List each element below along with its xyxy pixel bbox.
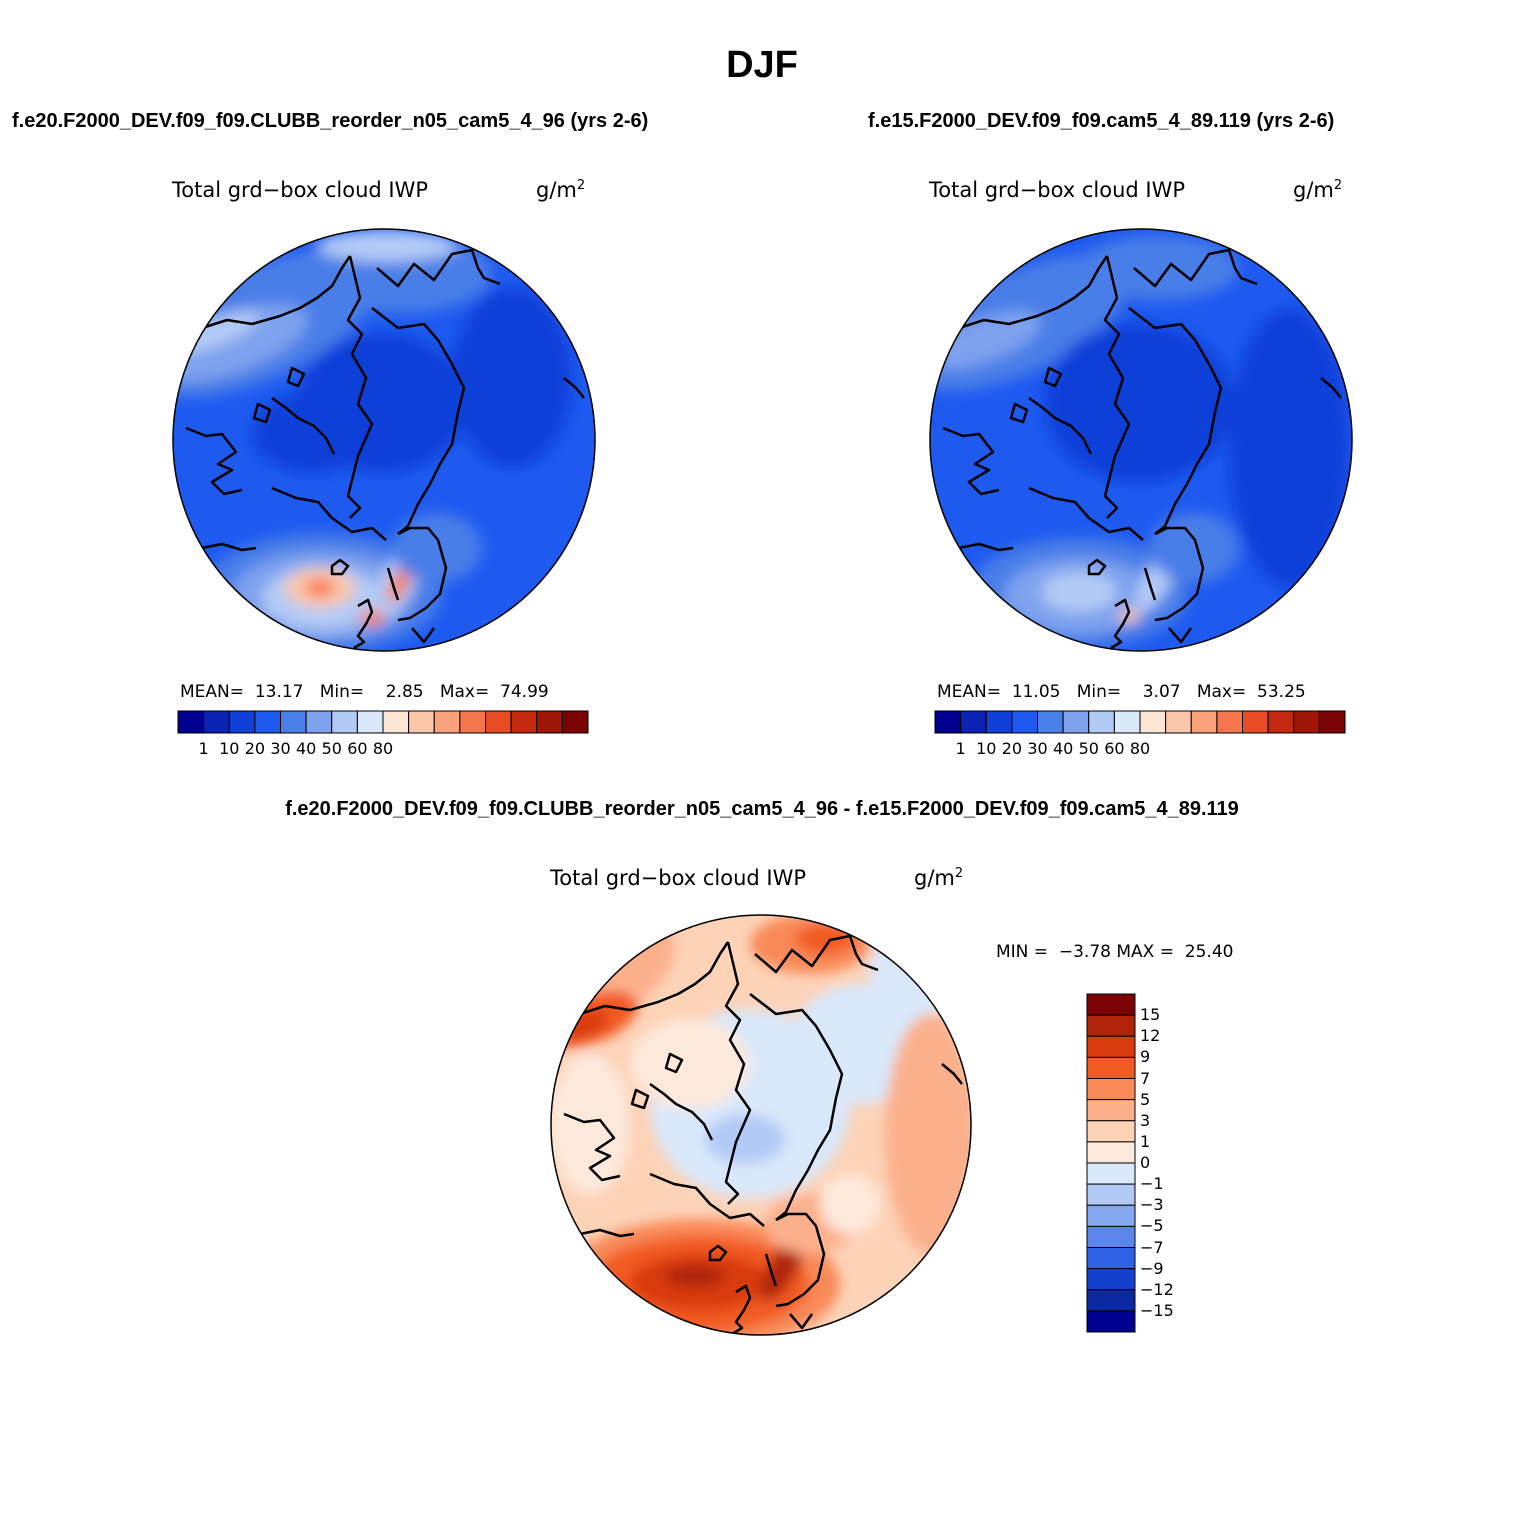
diff-colorbar-box xyxy=(1086,1310,1136,1333)
panel-1-colorbar-box xyxy=(203,710,230,734)
panel-1-colorbar-tick-label: 20 xyxy=(244,739,266,758)
panel-2-colorbar-tick-label: 30 xyxy=(1027,739,1048,758)
panel-2-variable-title: Total grd−box cloud IWP xyxy=(929,178,1186,202)
panel-2-colorbar-box xyxy=(1088,710,1115,734)
panel-2-stats: MEAN= 11.05 Min= 3.07 Max= 53.25 xyxy=(937,682,1306,702)
panel-2-colorbar-box xyxy=(1216,710,1243,734)
panel-1-colorbar-tick-label: 50 xyxy=(321,739,342,758)
panel-1-case-title: f.e20.F2000_DEV.f09_f09.CLUBB_reorder_n0… xyxy=(12,110,649,132)
panel-1-colorbar-box xyxy=(382,710,410,734)
diff-colorbar-box xyxy=(1086,1014,1136,1037)
panel-2-colorbar-tick-label: 20 xyxy=(1001,739,1023,758)
diff-colorbar-tick-label: −12 xyxy=(1140,1279,1174,1299)
diff-colorbar-tick-label: −7 xyxy=(1140,1237,1164,1257)
panel-1-units: g/m2 xyxy=(536,178,586,202)
panel-2-colorbar-box xyxy=(1165,710,1192,734)
panel-1-colorbar-box xyxy=(459,710,486,734)
diff-colorbar-box xyxy=(1086,1099,1136,1122)
panel-2-polar-map xyxy=(929,228,1353,652)
panel-1-colorbar-tick-label: 80 xyxy=(372,739,394,758)
panel-1-colorbar-box xyxy=(433,710,461,734)
panel-2-colorbar-tick-label: 80 xyxy=(1129,739,1151,758)
page-title: DJF xyxy=(726,44,798,86)
panel-1-colorbar-box xyxy=(254,710,281,734)
panel-2-colorbar-box xyxy=(1267,710,1295,734)
diff-colorbar-tick-label: −1 xyxy=(1140,1174,1164,1194)
diff-colorbar-tick-label: −9 xyxy=(1140,1258,1164,1278)
diff-colorbar-tick-label: 5 xyxy=(1140,1089,1151,1109)
panel-1-colorbar-tick-label: 10 xyxy=(219,739,240,758)
panel-2-colorbar-tick-label: 10 xyxy=(976,739,997,758)
panel-1-colorbar-box xyxy=(280,710,307,734)
diff-colorbar-box xyxy=(1086,1225,1136,1248)
diff-minmax: MIN = −3.78 MAX = 25.40 xyxy=(996,942,1234,962)
diff-colorbar-box xyxy=(1086,1268,1136,1291)
panel-1-colorbar-box xyxy=(177,710,205,734)
diff-colorbar-tick-label: −5 xyxy=(1140,1216,1164,1236)
diff-colorbar-box xyxy=(1086,1247,1136,1270)
panel-2-colorbar-tick-label: 40 xyxy=(1052,739,1074,758)
panel-2-colorbar-box xyxy=(1037,710,1064,734)
panel-1-colorbar-tick-label: 40 xyxy=(295,739,317,758)
diff-colorbar-tick-label: −3 xyxy=(1140,1195,1164,1215)
diff-colorbar-tick-label: 15 xyxy=(1140,1005,1161,1025)
diff-colorbar-box xyxy=(1086,1289,1136,1312)
panel-2-colorbar-box xyxy=(1062,710,1090,734)
panel-2-colorbar-box xyxy=(1113,710,1141,734)
panel-2-colorbar-box xyxy=(1242,710,1269,734)
panel-1-colorbar-box xyxy=(305,710,333,734)
panel-2-colorbar-box xyxy=(1190,710,1218,734)
panel-1-colorbar-box xyxy=(485,710,512,734)
diff-colorbar-tick-label: 0 xyxy=(1140,1153,1151,1172)
panel-1-colorbar-box xyxy=(536,710,563,734)
panel-1-variable-title: Total grd−box cloud IWP xyxy=(172,178,429,202)
panel-1-colorbar-box xyxy=(228,710,256,734)
diff-colorbar-box xyxy=(1086,1141,1136,1164)
panel-2-case-title: f.e15.F2000_DEV.f09_f09.cam5_4_89.119 (y… xyxy=(868,110,1335,132)
diff-colorbar-tick-label: −15 xyxy=(1140,1300,1174,1320)
panel-2-colorbar xyxy=(934,710,1346,734)
diff-variable-title: Total grd−box cloud IWP xyxy=(550,866,807,890)
panel-1-colorbar-tick-label: 60 xyxy=(347,739,368,758)
panel-1-colorbar-box xyxy=(510,710,538,734)
panel-2-units: g/m2 xyxy=(1293,178,1343,202)
diff-polar-map xyxy=(550,914,972,1336)
diff-colorbar-box xyxy=(1086,1183,1136,1206)
diff-colorbar-box xyxy=(1086,1056,1136,1079)
panel-2-colorbar-box xyxy=(985,710,1013,734)
panel-2-colorbar-box xyxy=(1011,710,1038,734)
panel-2-colorbar-box xyxy=(1318,710,1346,734)
panel-1-colorbar-tick-label: 1 xyxy=(198,739,209,758)
panel-2-colorbar-box xyxy=(1139,710,1167,734)
panel-1-colorbar-tick-label: 30 xyxy=(270,739,291,758)
diff-colorbar-box xyxy=(1086,993,1136,1016)
panel-1-polar-map xyxy=(172,228,596,652)
diff-colorbar-tick-label: 9 xyxy=(1140,1047,1151,1067)
diff-colorbar-box xyxy=(1086,1204,1136,1227)
panel-2-colorbar-box xyxy=(1293,710,1320,734)
panel-1-colorbar xyxy=(177,710,589,734)
diff-colorbar-tick-label: 3 xyxy=(1140,1110,1151,1130)
diff-units: g/m2 xyxy=(914,866,964,890)
diff-colorbar-tick-label: 1 xyxy=(1140,1131,1151,1151)
diff-colorbar-tick-label: 12 xyxy=(1140,1026,1161,1046)
panel-1-colorbar-box xyxy=(331,710,358,734)
diff-colorbar-box xyxy=(1086,1162,1136,1185)
panel-2-colorbar-box xyxy=(934,710,962,734)
diff-colorbar xyxy=(1086,993,1136,1333)
panel-2-colorbar-box xyxy=(960,710,987,734)
panel-1-colorbar-box xyxy=(356,710,384,734)
panel-1-colorbar-box xyxy=(561,710,589,734)
diff-colorbar-box xyxy=(1086,1120,1136,1143)
diff-title: f.e20.F2000_DEV.f09_f09.CLUBB_reorder_n0… xyxy=(285,798,1239,820)
panel-2-colorbar-tick-label: 60 xyxy=(1104,739,1125,758)
diff-colorbar-tick-label: 7 xyxy=(1140,1068,1151,1088)
panel-1-stats: MEAN= 13.17 Min= 2.85 Max= 74.99 xyxy=(180,682,549,702)
diff-colorbar-box xyxy=(1086,1078,1136,1101)
diff-colorbar-box xyxy=(1086,1035,1136,1058)
panel-2-colorbar-tick-label: 50 xyxy=(1078,739,1099,758)
panel-2-colorbar-tick-label: 1 xyxy=(955,739,966,758)
panel-1-colorbar-box xyxy=(408,710,435,734)
